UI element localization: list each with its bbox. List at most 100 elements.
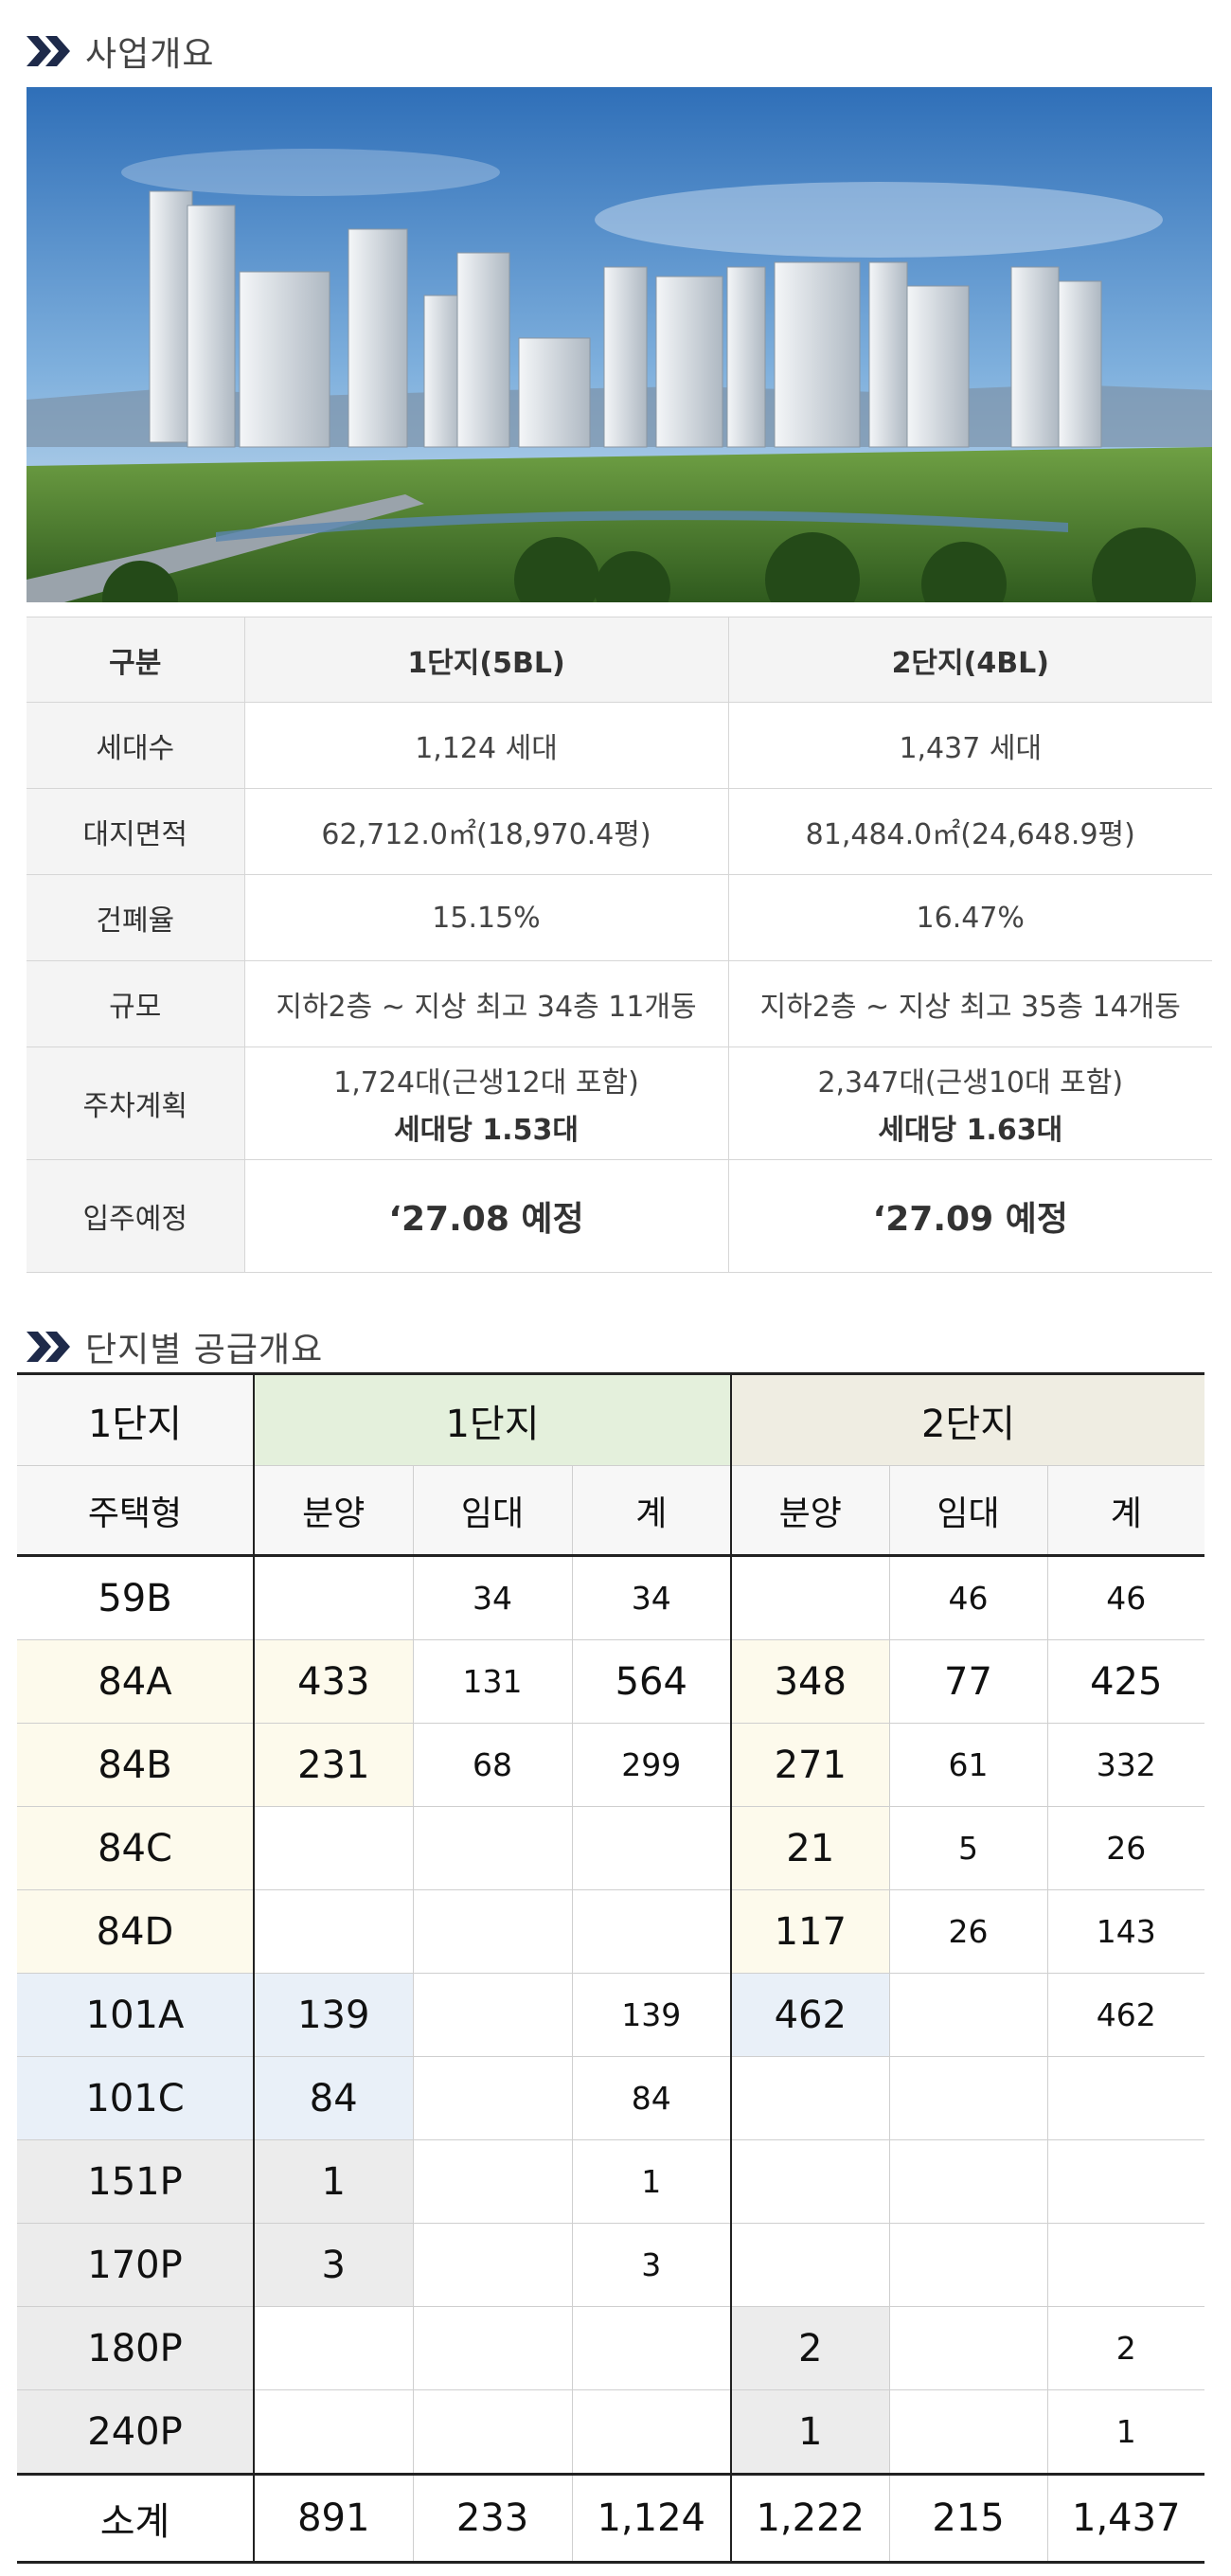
cell: 3 [571, 2223, 731, 2307]
cell [253, 1555, 413, 1640]
cell: 68 [412, 1723, 572, 1807]
cell: 5 [888, 1806, 1047, 1890]
cell: 564 [571, 1639, 731, 1724]
complex2-value: 16.47% [728, 874, 1212, 961]
complex2-value: 1,437 세대 [728, 702, 1212, 789]
table-row: 170P 3 3 [17, 2223, 1205, 2307]
col-header: 계 [571, 1465, 731, 1557]
cell: 271 [730, 1723, 889, 1807]
cell: 1 [571, 2139, 731, 2224]
table-row: 입주예정 ‘27.08 예정 ‘27.09 예정 [27, 1159, 1212, 1273]
cell [412, 1806, 572, 1890]
double-chevron-icon [27, 36, 70, 66]
section-header-supply: 단지별 공급개요 [27, 1322, 323, 1371]
total-row: 소계 891 233 1,124 1,222 215 1,437 [17, 2473, 1205, 2564]
row-type: 84D [17, 1889, 254, 1974]
row-type: 59B [17, 1555, 254, 1640]
cell [571, 1889, 731, 1974]
cell [412, 1973, 572, 2057]
row-type: 151P [17, 2139, 254, 2224]
apartment-rendering-image [27, 87, 1212, 602]
cell: 462 [1046, 1973, 1205, 2057]
cell: 34 [412, 1555, 572, 1640]
section-title: 사업개요 [85, 35, 215, 74]
cell: 2 [1046, 2306, 1205, 2390]
table-row: 세대수 1,124 세대 1,437 세대 [27, 702, 1212, 789]
row-type: 84B [17, 1723, 254, 1807]
cell: 143 [1046, 1889, 1205, 1974]
group-complex1: 1단지 [253, 1372, 731, 1466]
cell: 84 [253, 2056, 413, 2140]
parking-total: 1,724대(근생12대 포함) [333, 1066, 639, 1100]
cell: 26 [888, 1889, 1047, 1974]
col-header: 임대 [412, 1465, 572, 1557]
cell: 139 [253, 1973, 413, 2057]
complex2-parking: 2,347대(근생10대 포함) 세대당 1.63대 [728, 1046, 1212, 1160]
total-cell: 1,437 [1046, 2473, 1205, 2564]
table-row: 건폐율 15.15% 16.47% [27, 874, 1212, 961]
row-type: 240P [17, 2389, 254, 2475]
cell [888, 2306, 1047, 2390]
corner-top: 1단지 [17, 1372, 254, 1466]
cell: 348 [730, 1639, 889, 1724]
cell: 26 [1046, 1806, 1205, 1890]
table-row: 84A 433 131 564 348 77 425 [17, 1639, 1205, 1724]
project-overview-table: 구분 1단지(5BL) 2단지(4BL) 세대수 1,124 세대 1,437 … [27, 617, 1212, 1273]
complex2-value: 81,484.0㎡(24,648.9평) [728, 788, 1212, 875]
table-row: 101A 139 139 462 462 [17, 1973, 1205, 2057]
table-subheader-row: 주택형 분양 임대 계 분양 임대 계 [17, 1465, 1205, 1557]
cell: 34 [571, 1555, 731, 1640]
cell [253, 2389, 413, 2475]
cell: 77 [888, 1639, 1047, 1724]
cell: 3 [253, 2223, 413, 2307]
table-header-row: 1단지 1단지 2단지 [17, 1372, 1205, 1466]
row-label: 규모 [27, 960, 245, 1047]
complex1-value: 지하2층 ~ 지상 최고 34층 11개동 [244, 960, 729, 1047]
table-row: 151P 1 1 [17, 2139, 1205, 2224]
total-cell: 891 [253, 2473, 413, 2564]
cell: 425 [1046, 1639, 1205, 1724]
cell [412, 2306, 572, 2390]
table-row: 주차계획 1,724대(근생12대 포함) 세대당 1.53대 2,347대(근… [27, 1046, 1212, 1160]
cell [888, 2056, 1047, 2140]
total-cell: 1,222 [730, 2473, 889, 2564]
cell: 1 [253, 2139, 413, 2224]
row-label: 주차계획 [27, 1046, 245, 1160]
section-header-overview: 사업개요 [27, 27, 214, 76]
cell: 21 [730, 1806, 889, 1890]
cell [1046, 2223, 1205, 2307]
col-header: 임대 [888, 1465, 1047, 1557]
cell: 46 [1046, 1555, 1205, 1640]
total-cell: 215 [888, 2473, 1047, 2564]
parking-per-household: 세대당 1.53대 [394, 1114, 579, 1147]
cell [888, 2389, 1047, 2475]
row-type: 101A [17, 1973, 254, 2057]
cell [888, 1973, 1047, 2057]
cell [1046, 2139, 1205, 2224]
table-row: 240P 1 1 [17, 2389, 1205, 2475]
corner-sub: 주택형 [17, 1465, 254, 1557]
total-cell: 1,124 [571, 2473, 731, 2564]
cell [253, 2306, 413, 2390]
complex2-movein: ‘27.09 예정 [728, 1159, 1212, 1273]
cell [1046, 2056, 1205, 2140]
cell: 1 [1046, 2389, 1205, 2475]
cell: 84 [571, 2056, 731, 2140]
cell [253, 1889, 413, 1974]
cell [253, 1806, 413, 1890]
cell [730, 2139, 889, 2224]
row-label: 대지면적 [27, 788, 245, 875]
cell [412, 2389, 572, 2475]
table-row: 180P 2 2 [17, 2306, 1205, 2390]
cell: 299 [571, 1723, 731, 1807]
total-cell: 233 [412, 2473, 572, 2564]
table-row: 84D 117 26 143 [17, 1889, 1205, 1974]
row-type: 84C [17, 1806, 254, 1890]
complex1-parking: 1,724대(근생12대 포함) 세대당 1.53대 [244, 1046, 729, 1160]
cell [412, 1889, 572, 1974]
row-label: 입주예정 [27, 1159, 245, 1273]
cell: 231 [253, 1723, 413, 1807]
col-header: 분양 [730, 1465, 889, 1557]
cell [412, 2139, 572, 2224]
group-complex2: 2단지 [729, 1372, 1205, 1466]
